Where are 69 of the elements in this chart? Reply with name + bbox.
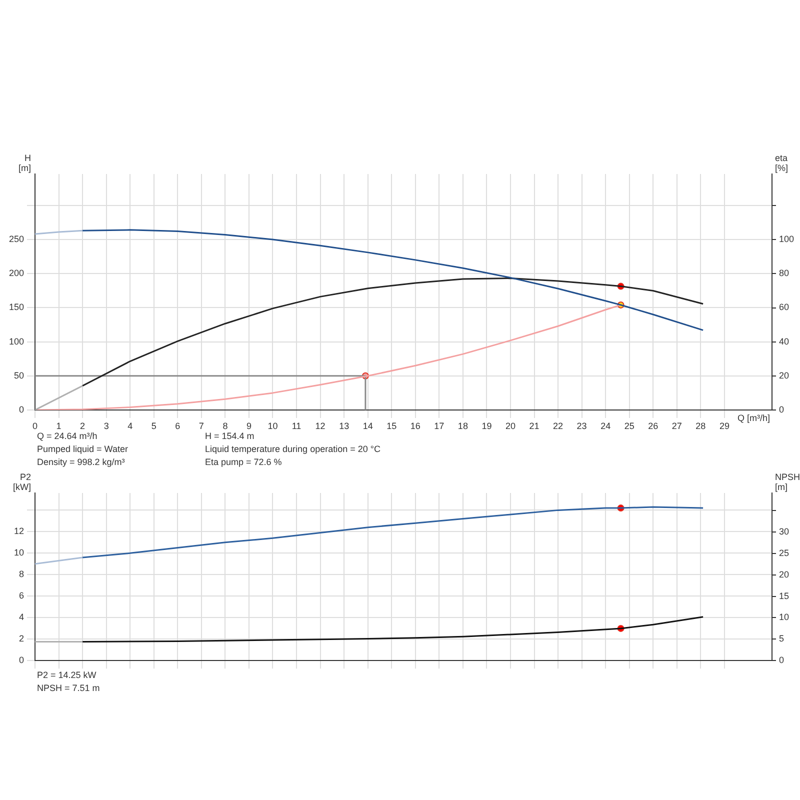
y2-tick-label: 25 — [779, 548, 790, 558]
y2-tick-label: 100 — [779, 234, 794, 244]
x-tick-label: 26 — [648, 420, 658, 431]
x-tick-label: 6 — [175, 420, 180, 431]
x-tick-label: 3 — [104, 420, 109, 431]
text: H = 154.4 m — [205, 430, 256, 443]
x-tick-label: 18 — [458, 420, 468, 431]
y-tick-label: 100 — [8, 336, 24, 346]
text: Eta pump = 72.6 % — [205, 456, 283, 469]
y2-tick-label: 10 — [779, 612, 790, 622]
y-axis-title: H [m] — [18, 152, 31, 173]
x-tick-label: 10 — [268, 420, 278, 431]
y2-tick-label: 80 — [779, 268, 790, 278]
x-tick-label: 9 — [246, 420, 252, 431]
x-tick-label: 27 — [672, 420, 682, 431]
y2-tick-label: 15 — [779, 590, 790, 601]
x-tick-label: 15 — [386, 420, 397, 431]
y-tick-label: 2 — [18, 634, 24, 644]
y-tick-label: 6 — [18, 590, 24, 601]
x-tick-label: 21 — [529, 420, 540, 431]
x-tick-label: 16 — [410, 420, 420, 431]
x-tick-label: 0 — [32, 420, 38, 431]
x-tick-label: 23 — [576, 420, 587, 431]
y2-tick-label: 40 — [779, 336, 790, 346]
text: Density = 998.2 kg/m³ — [37, 456, 126, 469]
text: NPSH = 7.51 m — [37, 682, 101, 695]
y-tick-label: 0 — [18, 655, 24, 666]
x-tick-label: 17 — [434, 420, 444, 431]
x-tick-label: 29 — [719, 420, 730, 431]
text: P2 = 14.25 kW — [37, 669, 98, 682]
x-tick-label: 2 — [80, 420, 86, 431]
x-tick-label: 22 — [553, 420, 564, 431]
text: Q = 24.64 m³/h — [37, 430, 98, 443]
y-tick-label: 150 — [8, 302, 24, 312]
y-tick-label: 0 — [18, 404, 24, 414]
x-tick-label: 24 — [600, 420, 611, 431]
y-axis-title: P2 [kW] — [13, 472, 31, 492]
y2-axis-title: eta [%] — [775, 152, 788, 173]
y-tick-label: 8 — [18, 569, 24, 580]
y-tick-label: 250 — [8, 234, 24, 244]
y2-axis-title: NPSH [m] — [775, 472, 800, 492]
x-tick-label: 8 — [222, 420, 228, 431]
text: Pumped liquid = Water — [37, 443, 129, 456]
y2-tick-label: 5 — [779, 634, 784, 644]
x-tick-label: 11 — [292, 420, 302, 431]
x-tick-label: 13 — [339, 420, 350, 431]
x-tick-label: 4 — [128, 420, 133, 431]
x-tick-label: 14 — [362, 420, 373, 431]
y2-tick-label: 60 — [779, 302, 790, 312]
x-axis-title: Q [m³/h] — [737, 412, 770, 423]
y-tick-label: 50 — [14, 370, 24, 380]
y-tick-label: 200 — [8, 268, 24, 278]
y2-tick-label: 30 — [779, 526, 790, 536]
x-tick-label: 25 — [624, 420, 634, 431]
y2-tick-label: 0 — [779, 404, 784, 414]
x-tick-label: 28 — [696, 420, 706, 431]
x-tick-label: 20 — [505, 420, 516, 431]
text: Liquid temperature during operation = 20 °C — [205, 443, 382, 456]
x-tick-label: 12 — [315, 420, 326, 431]
x-tick-label: 5 — [151, 420, 156, 431]
y-tick-label: 10 — [14, 548, 24, 558]
y-tick-label: 4 — [18, 612, 24, 622]
y-tick-label: 12 — [14, 526, 24, 536]
x-tick-label: 7 — [198, 420, 204, 431]
y2-tick-label: 0 — [779, 655, 784, 666]
x-tick-label: 1 — [56, 420, 62, 431]
y2-tick-label: 20 — [779, 370, 790, 380]
y2-tick-label: 20 — [779, 569, 790, 580]
x-tick-label: 19 — [482, 420, 492, 431]
